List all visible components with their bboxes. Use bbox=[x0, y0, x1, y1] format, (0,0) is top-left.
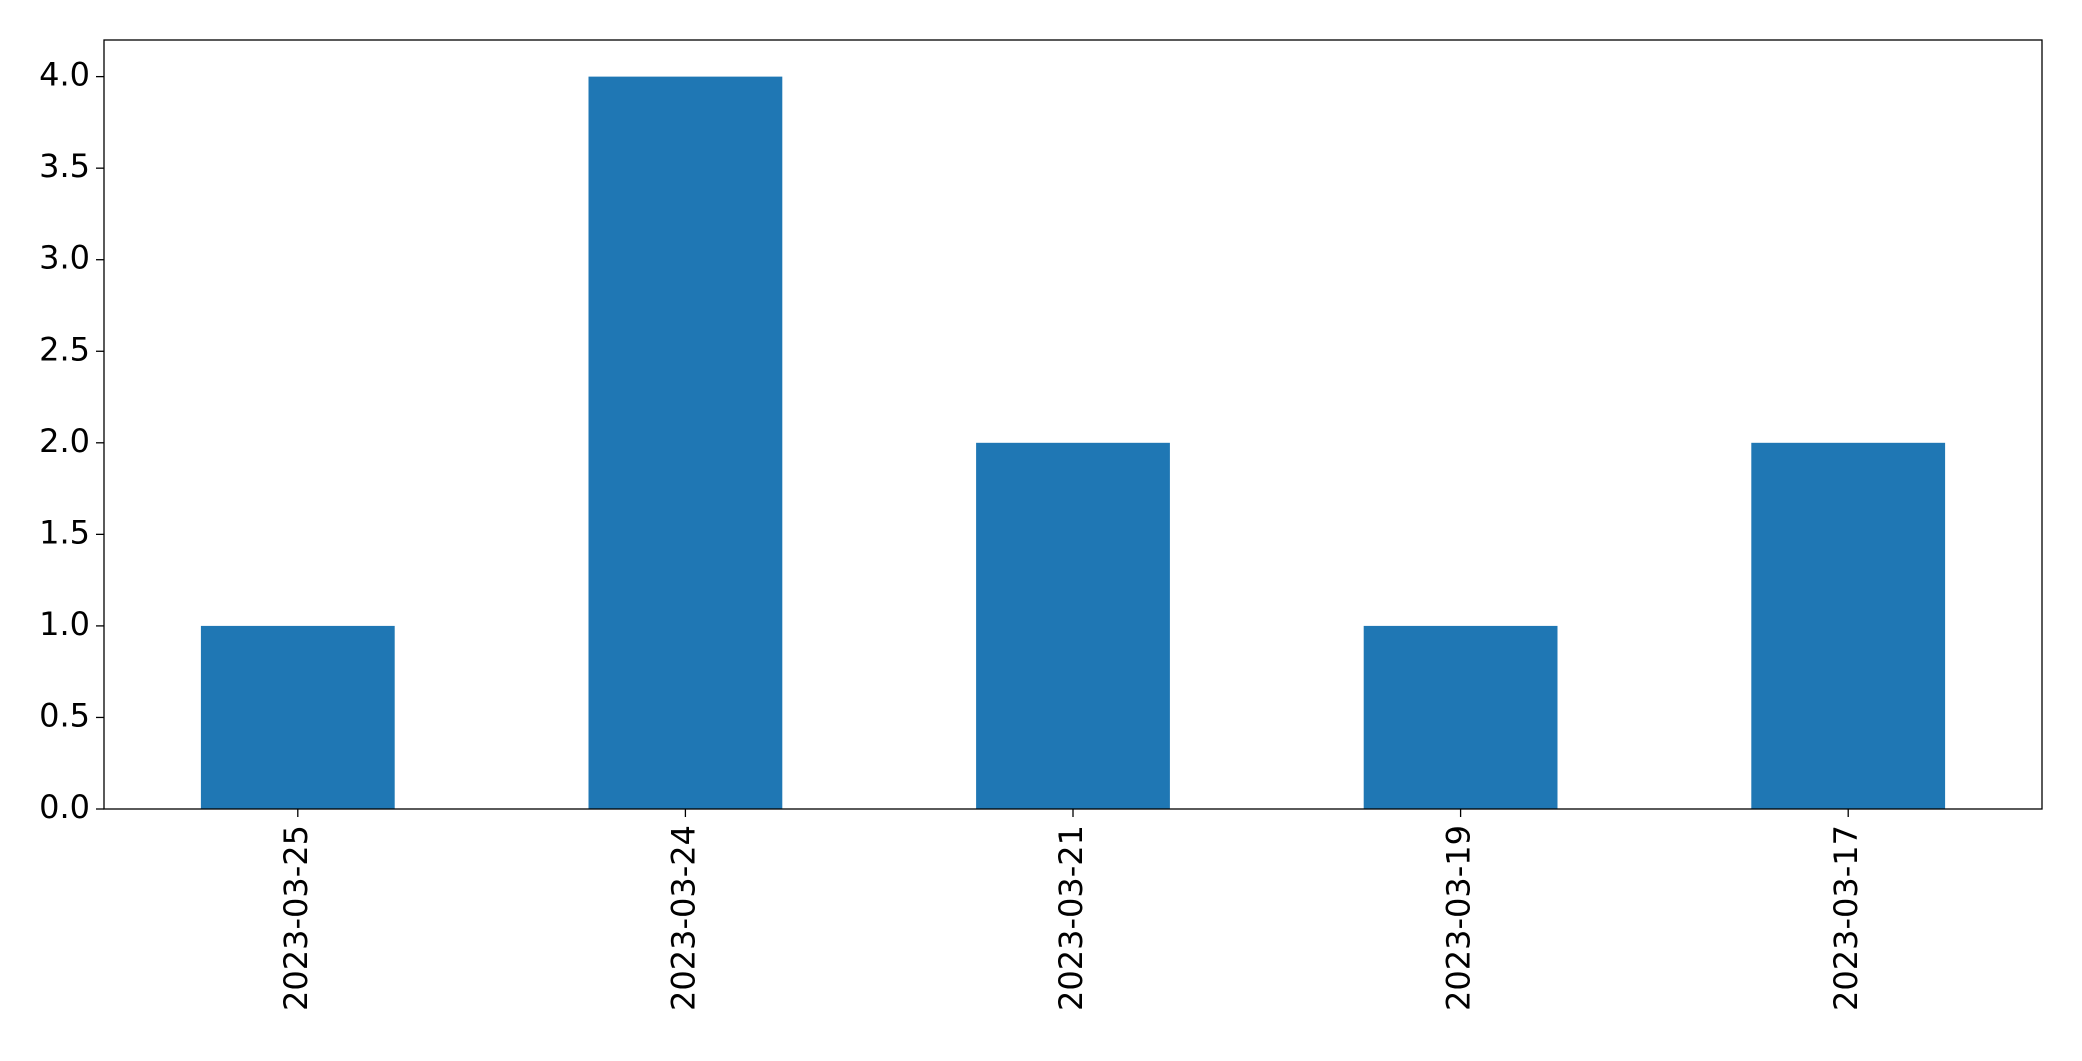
y-tick-label: 3.0 bbox=[39, 239, 90, 277]
bar bbox=[1751, 442, 1946, 809]
y-tick-label: 0.0 bbox=[39, 788, 90, 826]
x-tick-label: 2023-03-25 bbox=[277, 825, 315, 1011]
y-tick-label: 2.5 bbox=[39, 330, 90, 368]
y-tick-label: 2.0 bbox=[39, 422, 90, 460]
bar bbox=[976, 442, 1170, 809]
bar bbox=[588, 76, 783, 810]
y-tick-label: 0.5 bbox=[39, 696, 90, 734]
x-tick-label: 2023-03-24 bbox=[664, 825, 702, 1011]
y-tick-label: 1.5 bbox=[39, 513, 90, 551]
plot-area bbox=[200, 76, 1946, 810]
bar bbox=[1363, 625, 1558, 809]
y-tick-label: 4.0 bbox=[39, 56, 90, 94]
y-tick-label: 3.5 bbox=[39, 147, 90, 185]
x-tick-label: 2023-03-19 bbox=[1440, 825, 1478, 1011]
x-tick-label: 2023-03-17 bbox=[1827, 825, 1865, 1011]
y-tick-label: 1.0 bbox=[39, 605, 90, 643]
bar bbox=[200, 625, 395, 809]
x-tick-label: 2023-03-21 bbox=[1052, 825, 1090, 1011]
